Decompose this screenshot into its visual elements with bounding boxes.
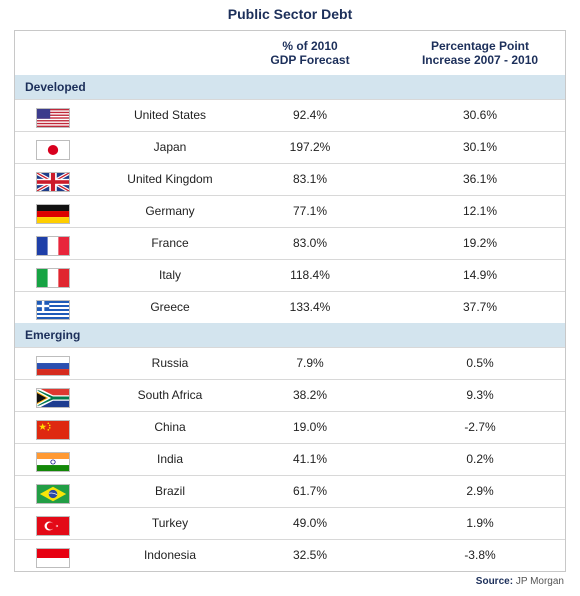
table-row: China 19.0% -2.7% — [15, 411, 565, 443]
header-inc-line1: Percentage Point — [430, 39, 530, 53]
gdp-forecast-value: 49.0% — [292, 516, 328, 530]
point-increase-value: 30.1% — [462, 140, 498, 154]
country-name: Turkey — [151, 516, 189, 530]
turkey-flag-icon — [36, 516, 70, 536]
table-row: Germany 77.1% 12.1% — [15, 195, 565, 227]
country-name: India — [156, 452, 184, 466]
gdp-forecast-value: 77.1% — [292, 204, 328, 218]
point-increase-value: -2.7% — [464, 420, 496, 434]
gdp-forecast-value: 83.1% — [292, 172, 328, 186]
table-row: United States 92.4% 30.6% — [15, 99, 565, 131]
point-increase-value: 12.1% — [462, 204, 498, 218]
table-title: Public Sector Debt — [227, 6, 353, 22]
gdp-forecast-value: 118.4% — [290, 268, 330, 282]
greece-flag-icon — [36, 300, 70, 320]
table-row: Italy 118.4% 14.9% — [15, 259, 565, 291]
country-name: United Kingdom — [127, 172, 213, 186]
country-name: Germany — [145, 204, 195, 218]
gdp-forecast-value: 61.7% — [292, 484, 328, 498]
country-name: Brazil — [154, 484, 185, 498]
table-row: South Africa 38.2% 9.3% — [15, 379, 565, 411]
germany-flag-icon — [36, 204, 70, 224]
country-name: Russia — [151, 356, 189, 370]
header-gdp-line1: % of 2010 — [282, 39, 338, 53]
table-row: United Kingdom 83.1% 36.1% — [15, 163, 565, 195]
table-row: India 41.1% 0.2% — [15, 443, 565, 475]
point-increase-value: 37.7% — [462, 300, 498, 314]
country-name: France — [151, 236, 189, 250]
gdp-forecast-value: 19.0% — [292, 420, 328, 434]
gdp-forecast-value: 41.1% — [292, 452, 328, 466]
us-flag-icon — [36, 108, 70, 128]
header-point-increase: Percentage Point Increase 2007 - 2010 — [405, 39, 555, 67]
point-increase-value: 30.6% — [462, 108, 498, 122]
table-row: Indonesia 32.5% -3.8% — [15, 539, 565, 571]
japan-flag-icon — [36, 140, 70, 160]
gdp-forecast-value: 133.4% — [289, 300, 331, 314]
brazil-flag-icon — [36, 484, 70, 504]
indonesia-flag-icon — [36, 548, 70, 568]
country-name: Japan — [153, 140, 187, 154]
country-name: China — [154, 420, 186, 434]
country-name: United States — [133, 108, 207, 122]
source-note: Source: JP Morgan — [476, 576, 564, 587]
section-header-emerging: Emerging — [15, 323, 565, 347]
gdp-forecast-value: 7.9% — [296, 356, 324, 370]
point-increase-value: 14.9% — [462, 268, 498, 282]
table-row: Greece 133.4% 37.7% — [15, 291, 565, 323]
table-row: Brazil 61.7% 2.9% — [15, 475, 565, 507]
uk-flag-icon — [36, 172, 70, 192]
point-increase-value: 36.1% — [462, 172, 498, 186]
point-increase-value: 9.3% — [466, 388, 494, 402]
gdp-forecast-value: 92.4% — [292, 108, 328, 122]
gdp-forecast-value: 32.5% — [292, 548, 328, 562]
italy-flag-icon — [36, 268, 70, 288]
debt-table: % of 2010 GDP Forecast Percentage Point … — [14, 30, 566, 572]
point-increase-value: 1.9% — [466, 516, 494, 530]
table-row: Turkey 49.0% 1.9% — [15, 507, 565, 539]
table-row: France 83.0% 19.2% — [15, 227, 565, 259]
point-increase-value: 2.9% — [466, 484, 494, 498]
india-flag-icon — [36, 452, 70, 472]
source-value: JP Morgan — [515, 576, 564, 587]
country-name: Greece — [150, 300, 190, 314]
china-flag-icon — [36, 420, 70, 440]
source-label: Source: — [475, 576, 514, 587]
south-africa-flag-icon — [36, 388, 70, 408]
gdp-forecast-value: 197.2% — [289, 140, 331, 154]
point-increase-value: 0.2% — [466, 452, 494, 466]
header-gdp-line2: GDP Forecast — [270, 53, 350, 67]
table-row: Japan 197.2% 30.1% — [15, 131, 565, 163]
point-increase-value: -3.8% — [464, 548, 496, 562]
section-header-developed: Developed — [15, 75, 565, 99]
france-flag-icon — [36, 236, 70, 256]
point-increase-value: 0.5% — [466, 356, 494, 370]
country-name: Indonesia — [143, 548, 197, 562]
gdp-forecast-value: 83.0% — [292, 236, 328, 250]
country-name: Italy — [158, 268, 181, 282]
point-increase-value: 19.2% — [462, 236, 498, 250]
header-gdp-forecast: % of 2010 GDP Forecast — [240, 39, 380, 67]
table-row: Russia 7.9% 0.5% — [15, 347, 565, 379]
gdp-forecast-value: 38.2% — [292, 388, 328, 402]
country-name: South Africa — [137, 388, 203, 402]
russia-flag-icon — [36, 356, 70, 376]
header-inc-line2: Increase 2007 - 2010 — [421, 53, 539, 67]
